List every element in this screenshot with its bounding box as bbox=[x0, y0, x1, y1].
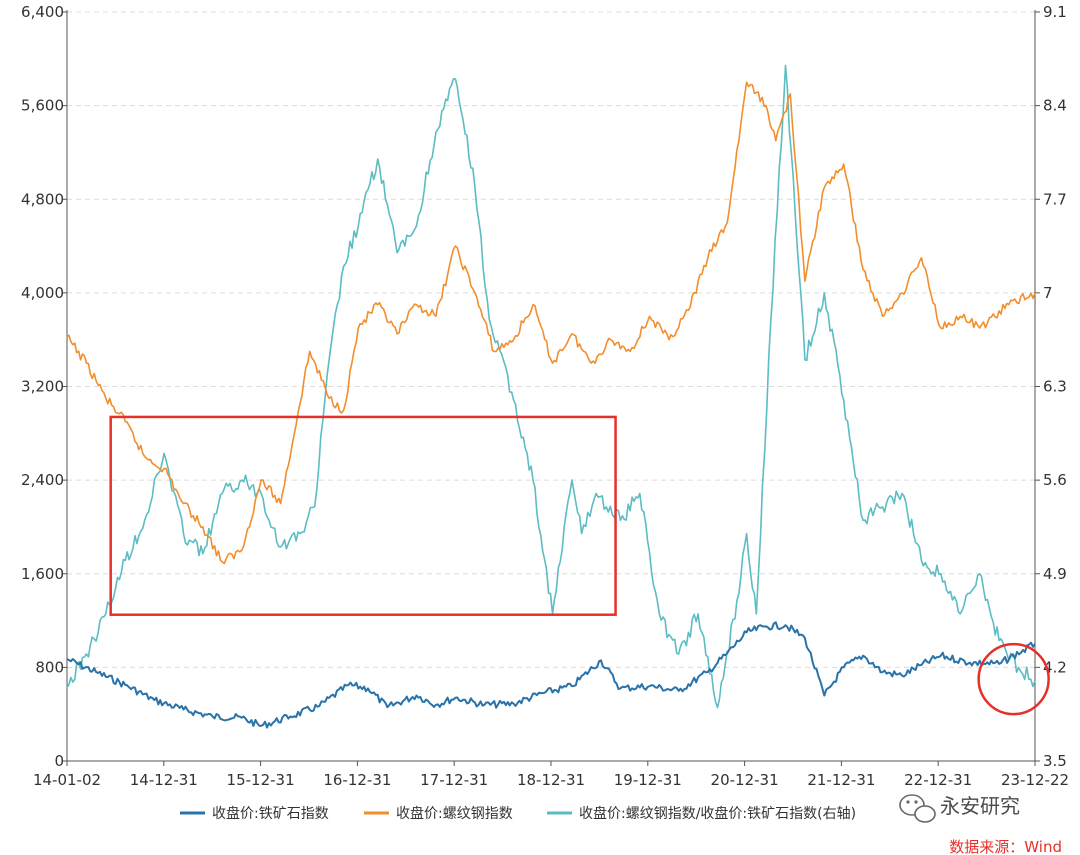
highlight-circle bbox=[977, 642, 1050, 716]
data-source: 数据来源：Wind bbox=[949, 838, 1062, 855]
right-tick-label: 7 bbox=[1043, 284, 1053, 302]
legend-label-rebar: 收盘价:螺纹钢指数 bbox=[396, 805, 513, 822]
brand-watermark: 永安研究 bbox=[899, 794, 1020, 823]
x-tick-label: 16-12-31 bbox=[323, 771, 391, 789]
grid-lines bbox=[67, 11, 1035, 668]
x-tick-label: 18-12-31 bbox=[517, 771, 585, 789]
highlight-rectangle bbox=[109, 415, 617, 616]
x-tick-label: 14-12-31 bbox=[130, 771, 198, 789]
right-tick-label: 6.3 bbox=[1043, 378, 1067, 396]
x-axis-ticks: 14-01-02 14-12-31 15-12-31 16-12-31 17-12-31… bbox=[33, 761, 1069, 789]
series-line-rebar bbox=[66, 81, 1036, 565]
right-tick-label: 3.5 bbox=[1043, 752, 1067, 770]
series-line-iron-ore bbox=[66, 621, 1036, 729]
right-tick-label: 5.6 bbox=[1043, 471, 1067, 489]
x-tick-label: 22-12-31 bbox=[904, 771, 972, 789]
x-tick-label: 17-12-31 bbox=[420, 771, 488, 789]
x-tick-label: 19-12-31 bbox=[614, 771, 682, 789]
x-tick-label: 20-12-31 bbox=[711, 771, 779, 789]
x-tick-label: 14-01-02 bbox=[33, 771, 101, 789]
left-tick-label: 800 bbox=[35, 658, 64, 676]
legend-item-ratio[interactable]: 收盘价:螺纹钢指数/收盘价:铁矿石指数(右轴) bbox=[547, 805, 856, 822]
left-axis-ticks: 0 800 1,600 2,400 3,200 4,000 4,800 5,600 6,400 bbox=[21, 3, 67, 770]
right-axis-ticks: 3.54.24.95.66.377.78.49.1 bbox=[1035, 3, 1067, 770]
legend-label-iron-ore: 收盘价:铁矿石指数 bbox=[212, 805, 329, 822]
right-tick-label: 9.1 bbox=[1043, 3, 1067, 21]
left-tick-label: 2,400 bbox=[21, 471, 64, 489]
x-tick-label: 21-12-31 bbox=[807, 771, 875, 789]
left-tick-label: 5,600 bbox=[21, 97, 64, 115]
left-tick-label: 0 bbox=[54, 752, 64, 770]
legend-item-rebar[interactable]: 收盘价:螺纹钢指数 bbox=[364, 805, 513, 822]
left-tick-label: 3,200 bbox=[21, 378, 64, 396]
left-tick-label: 4,800 bbox=[21, 190, 64, 208]
annotations bbox=[109, 415, 1050, 716]
axes bbox=[66, 10, 1036, 762]
legend: 收盘价:铁矿石指数 收盘价:螺纹钢指数 收盘价:螺纹钢指数/收盘价:铁矿石指数(… bbox=[180, 805, 856, 822]
left-tick-label: 1,600 bbox=[21, 565, 64, 583]
series-line-ratio bbox=[66, 64, 1036, 709]
left-tick-label: 4,000 bbox=[21, 284, 64, 302]
left-tick-label: 6,400 bbox=[21, 3, 64, 21]
wechat-icon bbox=[899, 794, 936, 823]
legend-label-ratio: 收盘价:螺纹钢指数/收盘价:铁矿石指数(右轴) bbox=[579, 805, 856, 822]
right-tick-label: 8.4 bbox=[1043, 97, 1067, 115]
right-tick-label: 4.9 bbox=[1043, 565, 1067, 583]
legend-item-iron-ore[interactable]: 收盘价:铁矿石指数 bbox=[180, 805, 329, 822]
series-lines bbox=[66, 64, 1036, 729]
brand-name: 永安研究 bbox=[940, 794, 1020, 818]
right-tick-label: 7.7 bbox=[1043, 190, 1067, 208]
x-tick-label: 15-12-31 bbox=[227, 771, 295, 789]
x-tick-label: 23-12-22 bbox=[1001, 771, 1069, 789]
